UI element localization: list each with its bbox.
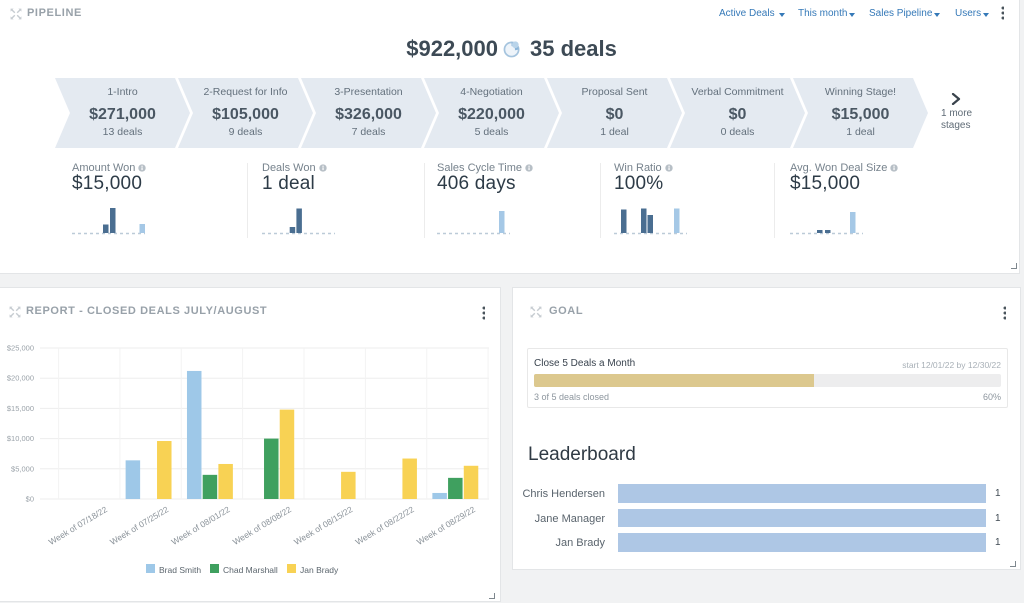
- svg-text:Week of 08/29/22: Week of 08/29/22: [415, 504, 477, 547]
- svg-text:Week of 07/18/22: Week of 07/18/22: [47, 504, 109, 547]
- svg-text:Verbal Commitment: Verbal Commitment: [691, 86, 783, 98]
- svg-text:1 deal: 1 deal: [846, 126, 875, 138]
- svg-text:$220,000: $220,000: [458, 106, 525, 123]
- svg-text:13 deals: 13 deals: [103, 126, 143, 138]
- svg-text:$0: $0: [26, 495, 34, 504]
- svg-text:1 deal: 1 deal: [600, 126, 629, 138]
- svg-text:Week of 08/08/22: Week of 08/08/22: [231, 504, 293, 547]
- svg-text:Week of 08/01/22: Week of 08/01/22: [169, 504, 231, 547]
- svg-text:5 deals: 5 deals: [475, 126, 509, 138]
- svg-text:Proposal Sent: Proposal Sent: [582, 86, 648, 98]
- svg-text:$5,000: $5,000: [11, 464, 34, 473]
- svg-text:Week of 07/25/22: Week of 07/25/22: [108, 504, 170, 547]
- svg-text:$326,000: $326,000: [335, 106, 402, 123]
- svg-text:$271,000: $271,000: [89, 106, 156, 123]
- svg-text:7 deals: 7 deals: [352, 126, 386, 138]
- svg-text:1-Intro: 1-Intro: [107, 86, 138, 98]
- svg-text:$15,000: $15,000: [7, 404, 34, 413]
- svg-text:$0: $0: [729, 106, 747, 123]
- svg-text:3-Presentation: 3-Presentation: [334, 86, 402, 98]
- svg-text:$25,000: $25,000: [7, 344, 34, 353]
- svg-text:Winning Stage!: Winning Stage!: [825, 86, 896, 98]
- svg-text:$20,000: $20,000: [7, 374, 34, 383]
- svg-text:$105,000: $105,000: [212, 106, 279, 123]
- svg-text:9 deals: 9 deals: [229, 126, 263, 138]
- svg-text:Week of 08/15/22: Week of 08/15/22: [292, 504, 354, 547]
- svg-text:$10,000: $10,000: [7, 434, 34, 443]
- svg-text:4-Negotiation: 4-Negotiation: [460, 86, 523, 98]
- svg-text:$15,000: $15,000: [832, 106, 890, 123]
- svg-text:2-Request for Info: 2-Request for Info: [203, 86, 287, 98]
- svg-text:0 deals: 0 deals: [721, 126, 755, 138]
- svg-text:$0: $0: [606, 106, 624, 123]
- svg-text:Week of 08/22/22: Week of 08/22/22: [354, 504, 416, 547]
